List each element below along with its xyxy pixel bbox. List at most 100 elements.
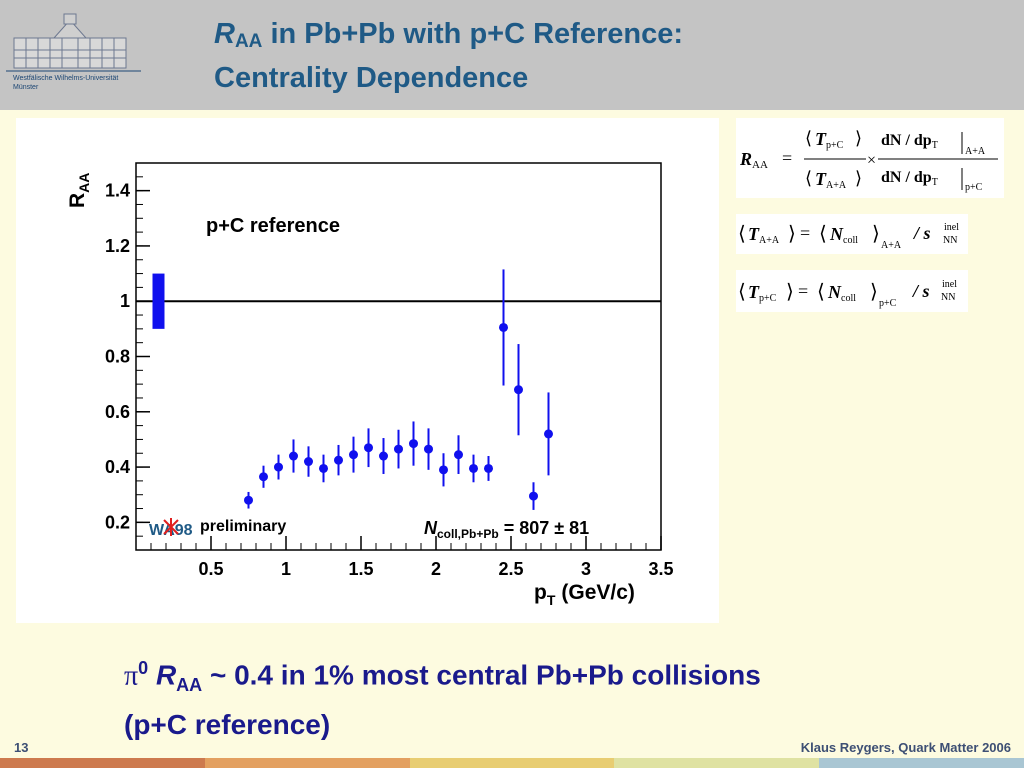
- svg-text:Ncoll: Ncoll: [827, 282, 856, 304]
- svg-text:⟩: ⟩: [786, 281, 794, 303]
- x-tick-label: 1.5: [348, 559, 373, 579]
- svg-text:dN / dpT: dN / dpT: [881, 132, 938, 151]
- data-point: [514, 385, 523, 395]
- x-axis-label-unit: (GeV/c): [561, 581, 635, 604]
- footer-color-segment: [409, 758, 615, 768]
- f3-t: T: [748, 282, 760, 302]
- header-bar: Westfälische Wilhelms-Universität Münste…: [0, 0, 1024, 110]
- data-point: [529, 491, 538, 501]
- svg-text:Tp+C: Tp+C: [748, 282, 777, 304]
- bullet-line2: (p+C reference): [124, 708, 331, 740]
- data-point: [289, 451, 298, 461]
- x-tick-label: 2: [431, 559, 441, 579]
- bullet-r: R: [155, 659, 177, 691]
- svg-text:TA+A: TA+A: [815, 169, 847, 191]
- f1-times: ×: [867, 152, 876, 169]
- footer-color-segment: [0, 758, 205, 768]
- university-name: Westfälische Wilhelms-Universität Münste…: [13, 74, 118, 92]
- bullet-pi: π: [124, 660, 139, 692]
- f1-dn-bot: dN / dp: [881, 169, 932, 186]
- bullet-line1: ~ 0.4 in 1% most central Pb+Pb collision…: [202, 659, 761, 691]
- y-tick-label: 0.6: [105, 402, 130, 422]
- svg-text:RAA: RAA: [739, 149, 768, 171]
- data-point: [499, 322, 508, 332]
- data-point: [439, 465, 448, 475]
- f2-nn: NN: [943, 235, 957, 246]
- f1-lhs: R: [739, 149, 752, 169]
- f1-lhs-sub: AA: [752, 159, 768, 171]
- svg-text:⟩: ⟩: [788, 223, 796, 245]
- ncoll-n: N: [424, 518, 438, 538]
- x-axis-label-sub: T: [547, 592, 556, 608]
- f1-angle-top: ⟨: [805, 128, 812, 148]
- y-tick-label: 0.4: [105, 457, 130, 477]
- university-name-line2: Münster: [13, 84, 39, 91]
- f3-n: N: [827, 282, 842, 302]
- f3-t-sub: p+C: [759, 293, 777, 304]
- svg-text:Ncoll: Ncoll: [829, 224, 858, 246]
- x-axis-label: pT (GeV/c): [534, 581, 635, 608]
- bullet-pi-sup: 0: [138, 658, 149, 678]
- svg-text:Tp+C: Tp+C: [815, 129, 844, 151]
- formula-raa: RAA = ⟨ Tp+C ⟩ ⟨ TA+A ⟩ × dN / dpT A+A d…: [736, 118, 1004, 198]
- y-tick-label: 1: [120, 291, 130, 311]
- preliminary-label: preliminary: [200, 518, 286, 535]
- x-axis-label-main: p: [534, 581, 547, 604]
- title-line1: in Pb+Pb with p+C Reference:: [262, 18, 683, 50]
- data-point: [379, 451, 388, 461]
- f1-eval-bot: p+C: [965, 182, 983, 193]
- title-r-sub: AA: [234, 31, 263, 52]
- f1-eq: =: [782, 148, 792, 168]
- bullet-r-sub: AA: [176, 674, 203, 695]
- f3-inel: inel: [942, 279, 957, 290]
- data-point: [544, 429, 553, 439]
- data-point: [454, 450, 463, 460]
- title-line2: Centrality Dependence: [214, 62, 529, 94]
- f1-dn-top: dN / dp: [881, 132, 932, 149]
- svg-text:TA+A: TA+A: [748, 224, 780, 246]
- f2-t-sub: A+A: [759, 235, 780, 246]
- f1-eval-top: A+A: [965, 146, 986, 157]
- f1-t-top: T: [815, 129, 827, 149]
- data-point: [394, 444, 403, 454]
- f3-slash: / s: [911, 281, 930, 301]
- data-point: [304, 457, 313, 467]
- x-tick-label: 3.5: [648, 559, 673, 579]
- y-tick-label: 1.2: [105, 236, 130, 256]
- svg-text:⟩: ⟩: [870, 281, 878, 303]
- data-point: [349, 450, 358, 460]
- normalization-uncertainty-box: [152, 273, 165, 329]
- conclusion-text: π0 RAA ~ 0.4 in 1% most central Pb+Pb co…: [124, 648, 761, 745]
- svg-text:⟨: ⟨: [738, 223, 746, 245]
- raa-chart: 0.2 0.4 0.6 0.8 1 1.2 1.4 0.5 1 1.5 2 2.5 3 3.5 p+C r…: [66, 162, 674, 608]
- data-point: [274, 462, 283, 472]
- y-tick-label: 0.2: [105, 512, 130, 532]
- plot-panel: 0.2 0.4 0.6 0.8 1 1.2 1.4 0.5 1 1.5 2 2.5 3 3.5 p+C r…: [16, 118, 719, 623]
- y-tick-label: 1.4: [105, 181, 130, 201]
- footer-author: Klaus Reygers, Quark Matter 2006: [800, 740, 1011, 755]
- footer-color-segment: [819, 758, 1024, 768]
- formula-tpc: ⟨ Tp+C ⟩ = ⟨ Ncoll ⟩ p+C / s inel NN: [736, 270, 968, 312]
- data-point: [259, 472, 268, 482]
- data-point: [319, 463, 328, 473]
- slide-number: 13: [14, 740, 29, 755]
- data-point: [409, 439, 418, 449]
- svg-text:⟨: ⟨: [738, 281, 746, 303]
- f2-inel: inel: [944, 222, 959, 233]
- footer-color-segment: [204, 758, 410, 768]
- x-tick-label: 0.5: [198, 559, 223, 579]
- wa98-star-icon: [163, 518, 179, 536]
- x-tick-label: 3: [581, 559, 591, 579]
- svg-text:dN / dpT: dN / dpT: [881, 169, 938, 188]
- svg-text:⟩: ⟩: [855, 128, 862, 148]
- data-point: [424, 444, 433, 454]
- y-axis-label-main: R: [66, 193, 89, 208]
- svg-text:⟨: ⟨: [819, 223, 827, 245]
- f2-n: N: [829, 224, 844, 244]
- data-point: [244, 495, 253, 505]
- f1-t-bot-sub: A+A: [826, 180, 847, 191]
- x-tick-label: 1: [281, 559, 291, 579]
- title-r: R: [214, 18, 235, 50]
- university-name-line1: Westfälische Wilhelms-Universität: [13, 75, 119, 82]
- svg-text:⟨: ⟨: [805, 168, 812, 188]
